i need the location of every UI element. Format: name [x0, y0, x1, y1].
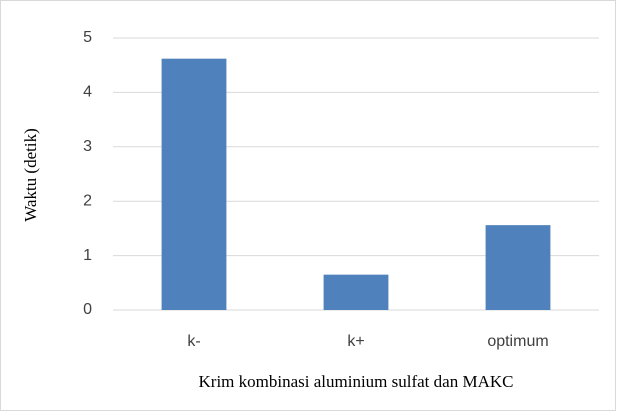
y-tick-label: 5 — [83, 29, 92, 46]
y-tick-label: 3 — [83, 138, 92, 155]
x-tick-label: k+ — [347, 333, 364, 350]
x-tick-label: k- — [187, 333, 200, 350]
y-tick-label: 1 — [83, 247, 92, 264]
x-tick-label: optimum — [487, 333, 548, 350]
y-tick-label: 0 — [83, 301, 92, 318]
chart-border — [0, 0, 616, 411]
y-axis-title: Waktu (detik) — [21, 128, 40, 222]
x-axis-title: Krim kombinasi aluminium sulfat dan MAKC — [199, 372, 514, 391]
bar — [323, 274, 389, 310]
bar — [485, 225, 551, 310]
bar — [161, 58, 227, 311]
y-tick-label: 2 — [83, 192, 92, 209]
y-tick-label: 4 — [83, 84, 92, 101]
